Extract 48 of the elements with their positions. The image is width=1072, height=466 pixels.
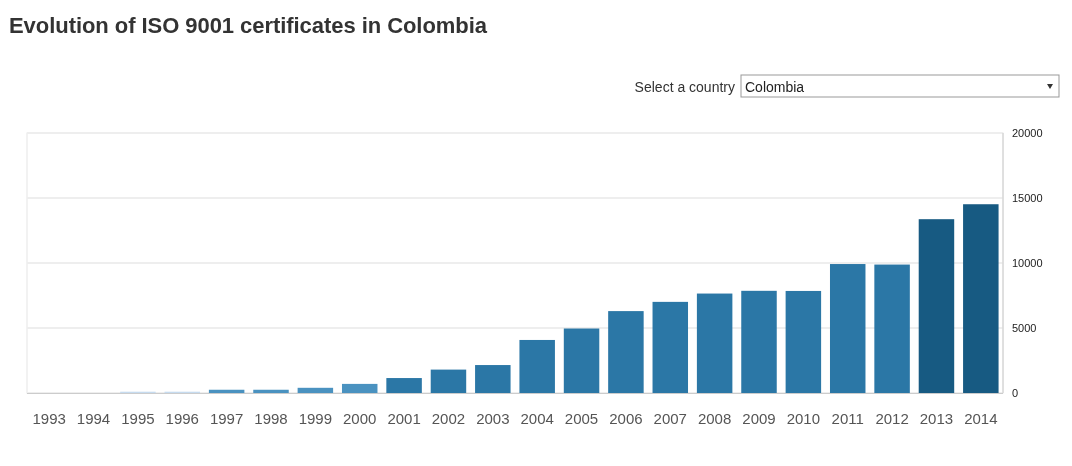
text: Colombia bbox=[745, 79, 805, 95]
bar bbox=[652, 301, 689, 393]
bar bbox=[918, 219, 955, 393]
x-tick-label: 1999 bbox=[298, 410, 333, 427]
y-tick-label: 5000 bbox=[1012, 321, 1037, 334]
chart-title: Evolution of ISO 9001 certificates in Colombia bbox=[9, 13, 488, 38]
bar bbox=[475, 365, 511, 393]
bar bbox=[430, 369, 467, 393]
bar bbox=[874, 264, 910, 393]
x-tick-label: 2007 bbox=[653, 410, 687, 427]
text: Select a country bbox=[634, 79, 735, 95]
bar bbox=[208, 389, 245, 393]
x-tick-label: 2001 bbox=[387, 410, 421, 427]
bar bbox=[963, 204, 999, 393]
x-tick-label: 1995 bbox=[121, 410, 155, 427]
x-tick-label: 2004 bbox=[520, 410, 554, 427]
bar bbox=[297, 387, 334, 393]
y-tick-label: 15000 bbox=[1012, 191, 1043, 204]
x-tick-label: 2003 bbox=[476, 410, 510, 427]
x-tick-label: 2000 bbox=[343, 410, 377, 427]
bar bbox=[341, 383, 378, 393]
x-tick-label: 1997 bbox=[209, 410, 244, 427]
y-tick-label: 20000 bbox=[1012, 126, 1043, 139]
y-tick-label: 0 bbox=[1012, 386, 1019, 399]
bar bbox=[741, 290, 777, 393]
bar bbox=[563, 328, 600, 393]
x-tick-label: 2008 bbox=[697, 410, 732, 427]
bar bbox=[386, 378, 422, 393]
x-tick-label: 2006 bbox=[609, 410, 643, 427]
bar bbox=[253, 389, 289, 393]
x-tick-label: 1994 bbox=[76, 410, 111, 427]
x-tick-label: 2005 bbox=[564, 410, 599, 427]
bar bbox=[785, 290, 822, 393]
x-tick-label: 2011 bbox=[831, 410, 864, 427]
x-tick-label: 1996 bbox=[165, 410, 199, 427]
x-tick-label: 2009 bbox=[742, 410, 776, 427]
x-tick-label: 2010 bbox=[786, 410, 821, 427]
x-tick-label: 2014 bbox=[964, 410, 998, 427]
bar bbox=[696, 293, 733, 393]
x-tick-label: 1998 bbox=[254, 410, 288, 427]
x-tick-label: 2002 bbox=[431, 410, 466, 427]
x-tick-label: 2013 bbox=[919, 410, 954, 427]
y-tick-label: 10000 bbox=[1012, 256, 1043, 269]
bar bbox=[608, 311, 644, 393]
x-tick-label: 1993 bbox=[32, 410, 66, 427]
x-tick-label: 2012 bbox=[875, 410, 909, 427]
bar bbox=[829, 264, 866, 393]
bar bbox=[519, 339, 555, 393]
